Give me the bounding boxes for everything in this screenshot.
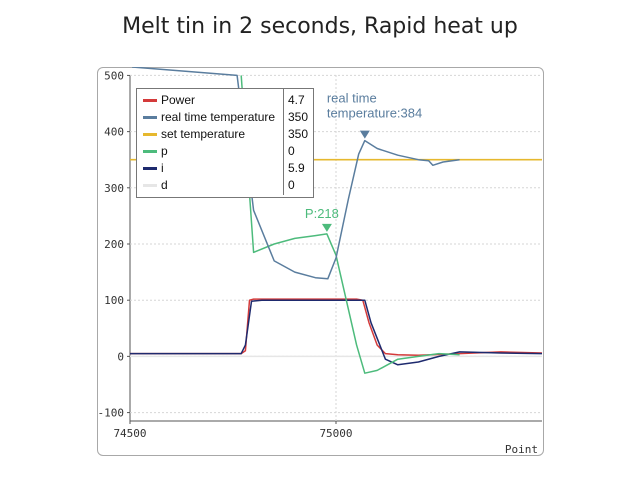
legend-label-set-temperature: set temperature bbox=[161, 127, 246, 141]
y-tick-label: 400 bbox=[104, 126, 124, 139]
legend-label-p: p bbox=[161, 144, 168, 158]
x-tick-label: 75000 bbox=[319, 427, 352, 440]
chart-title: Melt tin in 2 seconds, Rapid heat up bbox=[122, 14, 518, 39]
legend-swatch-real-time-temperature bbox=[143, 116, 157, 119]
legend-label-d: d bbox=[161, 178, 168, 192]
legend-label-power: Power bbox=[161, 93, 196, 107]
annotation-marker-1 bbox=[321, 223, 332, 232]
legend-value-real-time-temperature: 350 bbox=[288, 110, 309, 124]
series-line-power bbox=[130, 298, 542, 357]
annotation-marker-0 bbox=[359, 130, 370, 139]
legend-swatch-i bbox=[143, 167, 157, 170]
legend-item-i: i bbox=[137, 160, 313, 177]
legend-value-d: 0 bbox=[288, 178, 295, 192]
legend-value-column: 4.7 350 350 0 5.9 0 bbox=[283, 89, 313, 195]
legend-value-i: 5.9 bbox=[288, 161, 305, 175]
legend: Power real time temperature set temperat… bbox=[136, 88, 314, 198]
series-line-real-time-temperature bbox=[132, 67, 460, 280]
legend-swatch-power bbox=[143, 99, 157, 102]
legend-swatch-set-temperature bbox=[143, 133, 157, 136]
y-tick-label: 300 bbox=[104, 182, 124, 195]
legend-item-d: d bbox=[137, 177, 313, 194]
y-tick-label: -100 bbox=[98, 407, 125, 420]
legend-item-power: Power bbox=[137, 92, 313, 109]
legend-item-p: p bbox=[137, 143, 313, 160]
legend-item-real-time-temperature: real time temperature bbox=[137, 109, 313, 126]
y-tick-label: 0 bbox=[117, 350, 124, 363]
legend-label-i: i bbox=[161, 161, 164, 175]
x-tick-label: 74500 bbox=[113, 427, 146, 440]
legend-value-p: 0 bbox=[288, 144, 295, 158]
legend-swatch-p bbox=[143, 150, 157, 153]
legend-swatch-d bbox=[143, 184, 157, 187]
legend-item-set-temperature: set temperature bbox=[137, 126, 313, 143]
x-axis-label: Point bbox=[505, 443, 538, 456]
legend-value-power: 4.7 bbox=[288, 93, 305, 107]
y-tick-label: 500 bbox=[104, 69, 124, 82]
legend-label-real-time-temperature: real time temperature bbox=[161, 110, 276, 124]
series-line-p bbox=[240, 75, 460, 374]
y-tick-label: 200 bbox=[104, 238, 124, 251]
annotation-label-0: real time temperature:384 bbox=[327, 91, 422, 121]
y-tick-label: 100 bbox=[104, 294, 124, 307]
legend-value-set-temperature: 350 bbox=[288, 127, 309, 141]
annotation-label-1: P:218 bbox=[305, 206, 339, 221]
